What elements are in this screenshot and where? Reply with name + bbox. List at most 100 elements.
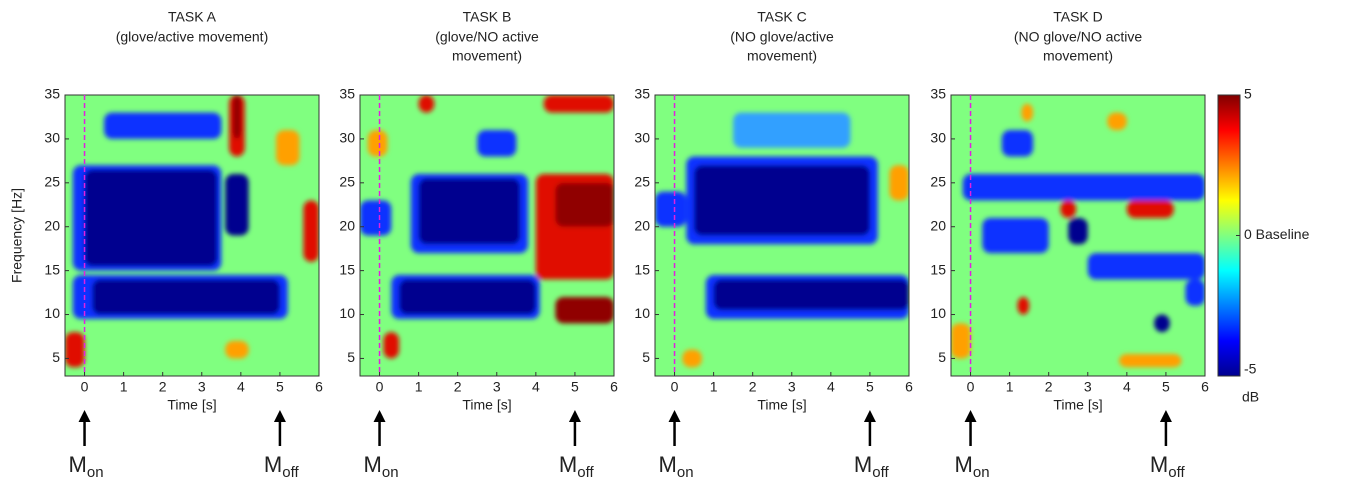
x-tick-label: 5 (1162, 379, 1170, 395)
panel-title: TASK B (463, 9, 512, 25)
annotation-text: M (364, 452, 382, 477)
x-tick-label: 4 (532, 379, 540, 395)
annotation-subscript: off (577, 464, 594, 481)
plot-frame (654, 94, 910, 377)
arrow-head (568, 410, 581, 422)
colorbar-unit: dB (1242, 389, 1259, 405)
x-tick-label: 5 (276, 379, 284, 395)
heatmap-panel (65, 95, 319, 376)
heatmap-region (1126, 200, 1174, 218)
heatmap-region (1017, 296, 1030, 315)
colorbar-tick-label: 5 (1244, 86, 1252, 102)
x-tick-label: 6 (610, 379, 618, 395)
x-tick-label: 1 (710, 379, 718, 395)
y-tick-label: 5 (52, 349, 60, 365)
y-tick-label: 25 (634, 174, 650, 190)
arrow-head (78, 410, 91, 422)
heatmap-region (1001, 130, 1034, 157)
heatmap-region (889, 165, 909, 201)
heatmap-cells (65, 95, 319, 368)
annotation: Moff (559, 452, 595, 481)
annotation-text: M (955, 452, 973, 477)
x-tick-label: 0 (376, 379, 384, 395)
heatmap-region (367, 130, 388, 157)
heatmap-cells (360, 95, 614, 359)
y-axis-label: Frequency [Hz] (9, 188, 25, 283)
x-tick-label: 3 (198, 379, 206, 395)
arrow-head (964, 410, 977, 422)
panel-title: TASK C (757, 9, 807, 25)
annotation-subscript: on (87, 464, 104, 481)
panel-subtitle: movement) (1043, 48, 1113, 64)
y-tick-label: 25 (930, 174, 946, 190)
panel-title: TASK A (168, 9, 217, 25)
panel-subtitle: (NO glove/NO active (1014, 29, 1143, 45)
plot-frame (359, 94, 615, 377)
x-tick-label: 1 (120, 379, 128, 395)
heatmap-panel (360, 95, 614, 376)
y-tick-label: 25 (44, 174, 60, 190)
heatmap-region (543, 95, 614, 113)
heatmap-region (233, 95, 241, 139)
x-tick-label: 1 (1006, 379, 1014, 395)
x-tick-label: 2 (1045, 379, 1053, 395)
heatmap-cells (655, 112, 909, 368)
annotation: Mon (659, 452, 694, 481)
annotation-text: M (1150, 452, 1168, 477)
annotation-subscript: on (973, 464, 990, 481)
heatmap-region (477, 130, 517, 157)
heatmap-cells (951, 103, 1205, 368)
colorbar-tick-label: 0 Baseline (1244, 226, 1310, 242)
heatmap-region (1119, 354, 1182, 368)
annotation: Moff (854, 452, 890, 481)
y-tick-label: 10 (44, 305, 60, 321)
heatmap-region (1068, 217, 1088, 245)
heatmap-region (555, 182, 614, 227)
y-tick-label: 30 (44, 130, 60, 146)
x-axis-label: Time [s] (757, 397, 806, 413)
x-tick-label: 2 (749, 379, 757, 395)
y-tick-label: 20 (44, 217, 60, 233)
y-tick-label: 35 (44, 86, 60, 102)
y-tick-label: 30 (930, 130, 946, 146)
panel-title: TASK D (1053, 9, 1103, 25)
plot-frame (64, 94, 320, 377)
x-tick-label: 6 (1201, 379, 1209, 395)
x-tick-label: 0 (671, 379, 679, 395)
heatmap-region (360, 200, 392, 236)
x-tick-label: 2 (159, 379, 167, 395)
heatmap-region (1107, 112, 1127, 131)
annotation-subscript: off (872, 464, 889, 481)
x-tick-label: 4 (827, 379, 835, 395)
y-tick-label: 20 (634, 217, 650, 233)
heatmap-region (682, 349, 702, 368)
y-tick-label: 30 (339, 130, 355, 146)
annotation: Moff (264, 452, 300, 481)
y-tick-label: 10 (339, 305, 355, 321)
x-tick-label: 4 (237, 379, 245, 395)
heatmap-region (1154, 314, 1170, 333)
x-tick-label: 3 (493, 379, 501, 395)
heatmap-region (84, 169, 218, 267)
arrow-head (863, 410, 876, 422)
panel-subtitle: (NO glove/active (730, 29, 834, 45)
heatmap-region (399, 279, 536, 315)
panel-subtitle: (glove/active movement) (116, 29, 269, 45)
heatmap-region (92, 279, 280, 315)
y-tick-label: 15 (634, 261, 650, 277)
heatmap-region (1087, 253, 1205, 280)
heatmap-region (733, 112, 851, 148)
y-tick-label: 15 (930, 261, 946, 277)
heatmap-region (225, 174, 249, 236)
annotation: Moff (1150, 452, 1186, 481)
heatmap-region (1021, 103, 1034, 122)
x-tick-label: 0 (967, 379, 975, 395)
annotation-subscript: off (282, 464, 299, 481)
x-tick-label: 5 (866, 379, 874, 395)
y-tick-label: 35 (339, 86, 355, 102)
y-tick-label: 5 (642, 349, 650, 365)
plot-frame (950, 94, 1206, 377)
annotation-text: M (854, 452, 872, 477)
annotation-text: M (559, 452, 577, 477)
